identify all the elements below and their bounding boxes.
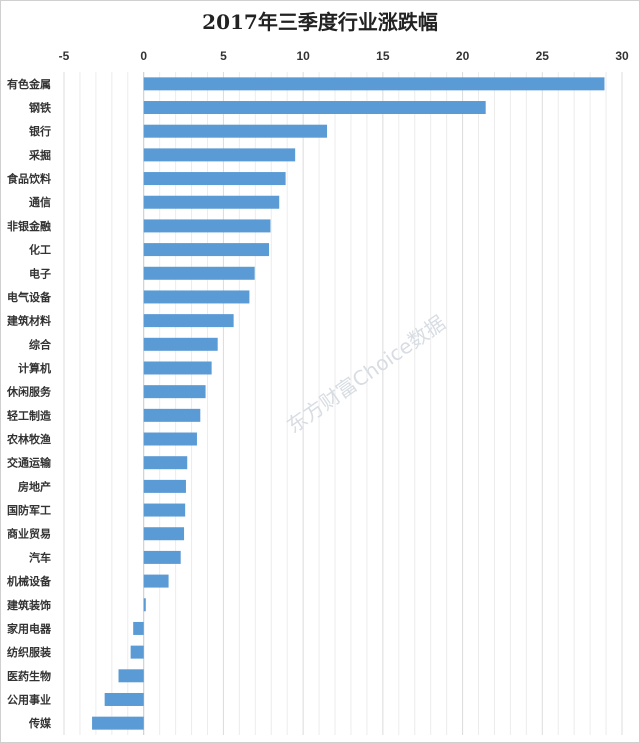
bar	[143, 219, 271, 233]
bar	[143, 550, 181, 564]
category-label: 传媒	[28, 716, 52, 730]
category-label: 轻工制造	[7, 408, 52, 422]
category-label: 建筑装饰	[7, 598, 51, 612]
bar	[143, 385, 206, 399]
category-label: 银行	[29, 124, 51, 138]
x-tick-label: 30	[615, 49, 629, 63]
bar	[143, 314, 234, 328]
category-label: 综合	[29, 337, 52, 351]
category-label: 化工	[29, 243, 51, 257]
bar	[143, 290, 250, 304]
category-label: 通信	[29, 195, 51, 209]
x-tick-label: 15	[376, 49, 390, 63]
x-tick-label: 0	[140, 49, 147, 63]
category-label: 家用电器	[7, 621, 52, 635]
category-label: 电气设备	[7, 290, 52, 304]
bar	[143, 243, 270, 257]
category-label: 机械设备	[7, 574, 52, 588]
category-label: 休闲服务	[6, 385, 52, 399]
bar	[143, 195, 280, 209]
category-label: 非银金融	[7, 219, 51, 233]
category-label: 商业贸易	[7, 527, 51, 541]
bar	[143, 361, 212, 375]
bar	[143, 337, 218, 351]
bar	[130, 645, 144, 659]
category-label: 农林牧渔	[6, 432, 51, 446]
x-tick-label: 5	[220, 49, 227, 63]
category-label: 纺织服装	[7, 645, 51, 659]
category-label: 采掘	[28, 148, 51, 162]
bars	[92, 77, 605, 730]
bar	[133, 621, 144, 635]
category-label: 房地产	[18, 479, 51, 493]
bar	[104, 692, 144, 706]
bar	[143, 503, 186, 517]
bar	[143, 266, 255, 280]
bar	[143, 77, 605, 91]
bar	[143, 574, 169, 588]
category-label: 钢铁	[29, 101, 51, 115]
bar	[143, 527, 185, 541]
category-label: 国防军工	[7, 503, 51, 517]
bar	[143, 456, 188, 470]
chart-title: 2017年三季度行业涨跌幅	[202, 10, 438, 34]
bar	[143, 408, 201, 422]
category-label: 公用事业	[7, 692, 51, 706]
category-label: 汽车	[29, 550, 51, 564]
bar	[143, 172, 286, 186]
bar	[118, 669, 144, 683]
bar	[143, 479, 186, 493]
category-label: 食品饮料	[7, 172, 51, 186]
category-label: 电子	[29, 266, 51, 280]
bar	[143, 432, 197, 446]
category-label: 计算机	[18, 361, 51, 375]
bar	[143, 124, 328, 138]
category-label: 医药生物	[7, 669, 51, 683]
category-label: 交通运输	[7, 456, 52, 470]
x-tick-label: 25	[536, 49, 550, 63]
category-labels: 有色金属钢铁银行采掘食品饮料通信非银金融化工电子电气设备建筑材料综合计算机休闲服…	[6, 77, 52, 730]
x-tick-label: -5	[59, 49, 70, 63]
bar	[92, 716, 144, 730]
category-label: 有色金属	[7, 77, 51, 91]
x-axis-ticks: -5 0 5 10 15 20 25 30	[59, 49, 629, 63]
x-tick-label: 20	[456, 49, 470, 63]
category-label: 建筑材料	[7, 314, 51, 328]
x-tick-label: 10	[296, 49, 310, 63]
bar	[143, 148, 296, 162]
bar	[143, 598, 146, 612]
bar	[143, 101, 486, 115]
